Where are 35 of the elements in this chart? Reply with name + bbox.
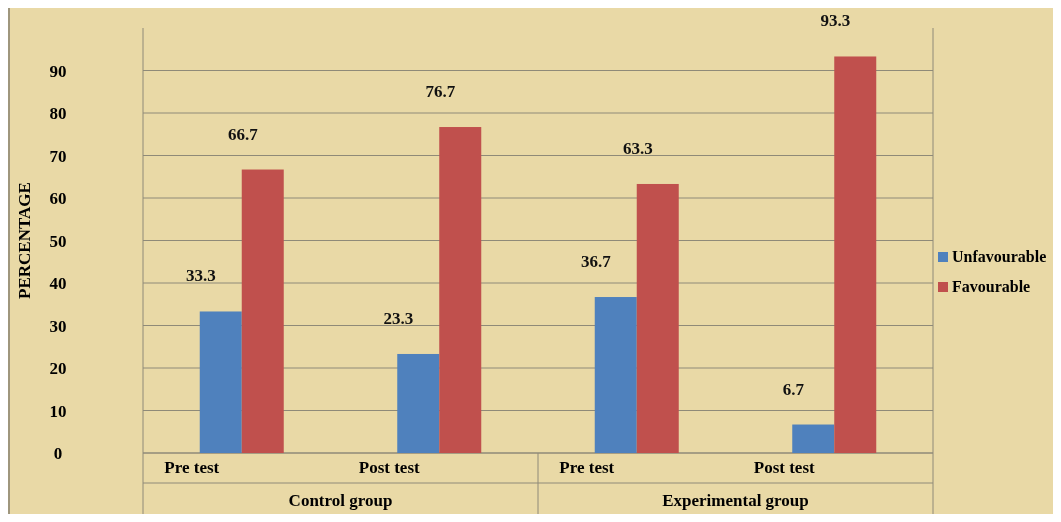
y-tick-label: 90 (49, 61, 67, 81)
y-tick-label: 40 (49, 274, 67, 293)
bar (834, 56, 877, 453)
data-label: 23.3 (383, 308, 414, 328)
bar (792, 424, 835, 453)
data-label: 63.3 (622, 138, 653, 158)
bar (241, 169, 284, 453)
data-label: 76.7 (425, 82, 456, 102)
y-tick-label: 20 (49, 359, 67, 378)
legend-label: Unfavourable (952, 248, 1047, 265)
x-tick-label: Post test (753, 458, 816, 477)
bar (594, 297, 637, 453)
y-tick-label: 10 (49, 401, 67, 421)
y-tick-label: 60 (49, 189, 67, 208)
y-axis-title: PERCENTAGE (15, 182, 34, 299)
x-tick-label: Pre test (164, 458, 220, 477)
y-tick-label: 50 (49, 231, 67, 251)
data-label: 93.3 (820, 11, 851, 31)
bar (397, 353, 440, 453)
y-tick-label: 80 (49, 104, 67, 123)
bar (199, 311, 242, 453)
text: Control group (288, 491, 393, 510)
bar (636, 183, 679, 453)
data-label: 6.7 (782, 379, 805, 399)
y-tick-label: 70 (49, 146, 67, 166)
legend-label: Favourable (952, 278, 1031, 295)
data-label: 36.7 (580, 252, 612, 272)
x-tick-label: Post test (358, 458, 421, 477)
x-tick-label: Pre test (559, 458, 615, 477)
y-tick-label: 0 (53, 444, 63, 463)
data-label: 33.3 (185, 266, 216, 286)
data-label: 66.7 (227, 124, 259, 144)
bar (439, 127, 482, 453)
text: Experimental group (662, 491, 809, 510)
y-tick-label: 30 (49, 316, 67, 336)
